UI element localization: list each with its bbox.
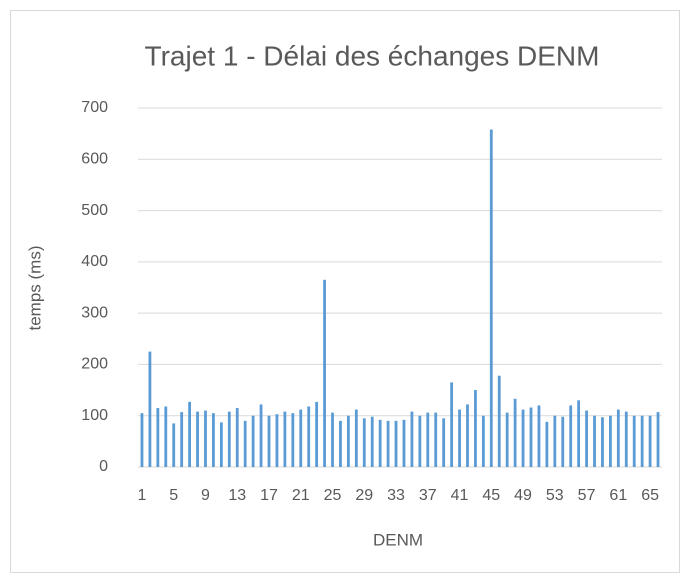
- bar: [458, 409, 461, 467]
- bar: [339, 420, 342, 467]
- bar: [466, 404, 469, 467]
- bar: [656, 412, 660, 467]
- bar: [648, 415, 652, 467]
- bar: [164, 406, 168, 467]
- bar: [307, 406, 311, 467]
- x-tick-label: 29: [355, 487, 373, 504]
- y-tick-label: 400: [81, 253, 108, 270]
- bar: [243, 420, 247, 467]
- bar: [156, 408, 160, 467]
- bar: [632, 415, 636, 467]
- bar: [410, 411, 414, 467]
- bar: [394, 420, 398, 467]
- bar: [354, 409, 358, 467]
- x-tick-label: 13: [228, 487, 246, 504]
- bar: [196, 411, 199, 467]
- y-tick-label: 700: [81, 99, 108, 116]
- bar: [140, 413, 144, 467]
- bar: [481, 415, 485, 467]
- x-tick-label: 17: [260, 487, 278, 504]
- bar: [346, 415, 350, 467]
- bar: [188, 401, 192, 467]
- bar: [283, 411, 287, 467]
- bar: [204, 410, 207, 467]
- bar: [640, 415, 644, 467]
- bar: [212, 413, 215, 467]
- x-tick-label: 41: [451, 487, 469, 504]
- bar: [474, 390, 477, 467]
- y-tick-label: 600: [81, 151, 108, 168]
- bar: [561, 416, 565, 467]
- x-tick-label: 53: [546, 487, 564, 504]
- bar: [434, 412, 438, 467]
- bar: [323, 279, 326, 467]
- bar: [529, 407, 533, 467]
- x-tick-label: 5: [169, 487, 178, 504]
- bar: [585, 410, 588, 467]
- bar: [235, 408, 239, 467]
- bar: [251, 415, 255, 467]
- bar: [521, 409, 525, 467]
- bar: [624, 411, 628, 467]
- bar: [402, 419, 406, 467]
- bar: [616, 409, 620, 467]
- y-tick-label: 300: [81, 304, 108, 321]
- bar: [593, 415, 596, 467]
- chart-title: Trajet 1 - Délai des échanges DENM: [145, 40, 600, 71]
- bar: [426, 412, 430, 467]
- bar: [601, 417, 604, 467]
- bar: [418, 415, 422, 467]
- x-tick-label: 37: [419, 487, 437, 504]
- x-tick-label: 25: [324, 487, 342, 504]
- bar: [497, 375, 501, 467]
- y-tick-label: 500: [81, 202, 108, 219]
- bar: [442, 418, 446, 467]
- y-tick-label: 200: [81, 356, 108, 373]
- bar: [299, 409, 303, 467]
- bar: [331, 412, 334, 467]
- x-tick-label: 57: [578, 487, 596, 504]
- bar: [569, 405, 573, 467]
- x-tick-label: 61: [609, 487, 627, 504]
- bar: [378, 419, 382, 467]
- y-tick-label: 100: [81, 407, 108, 424]
- bar: [227, 411, 231, 467]
- bar: [267, 415, 271, 467]
- bar: [537, 405, 541, 467]
- bar: [577, 400, 581, 467]
- x-tick-label: 33: [387, 487, 405, 504]
- bar: [370, 416, 374, 467]
- y-axis-label: temps (ms): [25, 246, 44, 331]
- bar: [608, 415, 612, 467]
- bar: [259, 404, 263, 467]
- x-tick-label: 21: [292, 487, 310, 504]
- y-tick-label: 0: [99, 458, 108, 475]
- bar: [172, 423, 176, 467]
- x-axis-label: DENM: [373, 530, 423, 549]
- x-tick-label: 1: [138, 487, 147, 504]
- x-tick-label: 49: [514, 487, 532, 504]
- chart-frame: [10, 10, 680, 573]
- x-tick-label: 45: [482, 487, 500, 504]
- bar: [489, 129, 493, 468]
- bar: [275, 414, 279, 467]
- bar: [219, 422, 223, 467]
- bar: [450, 382, 454, 467]
- bar: [180, 412, 184, 467]
- bar: [315, 401, 319, 467]
- bar: [505, 412, 509, 467]
- bar: [386, 420, 390, 467]
- bar: [148, 351, 152, 467]
- bar: [291, 413, 295, 467]
- x-tick-label: 9: [201, 487, 210, 504]
- x-tick-label: 65: [641, 487, 659, 504]
- bar: [545, 421, 549, 467]
- bar: [553, 415, 557, 467]
- bar: [362, 418, 366, 467]
- bar: [513, 398, 517, 467]
